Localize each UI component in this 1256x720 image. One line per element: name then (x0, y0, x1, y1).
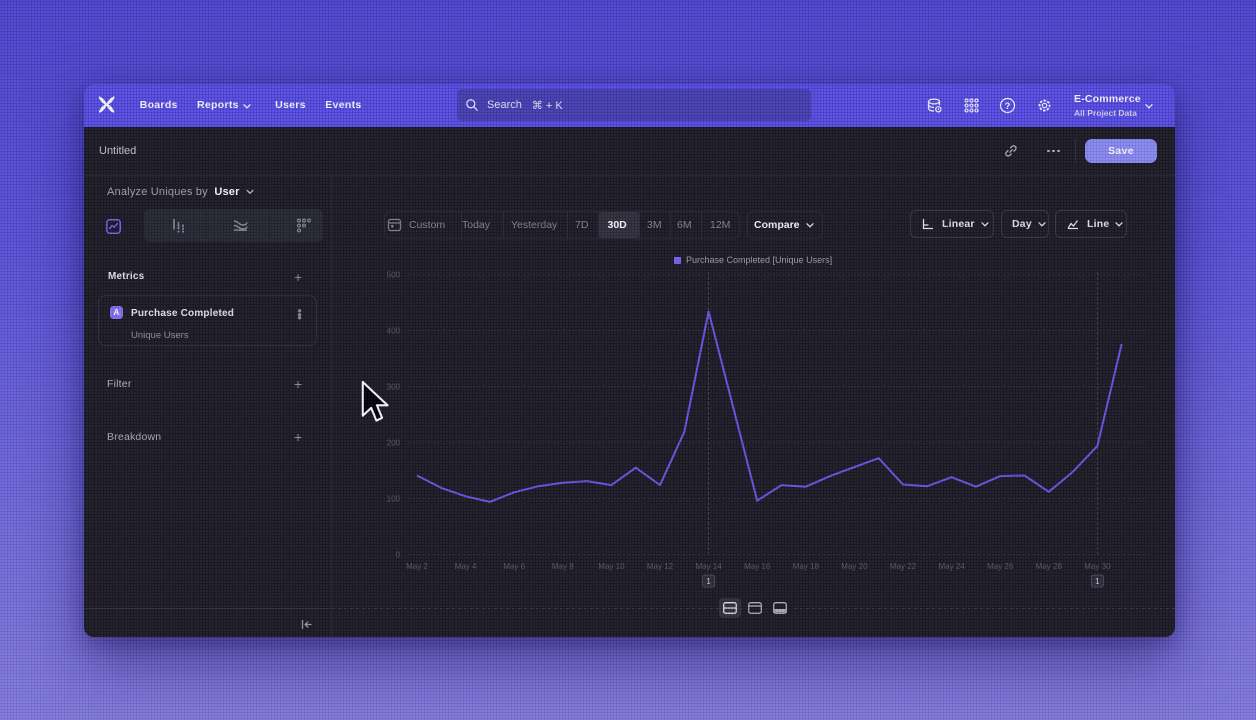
svg-text:May 20: May 20 (841, 562, 868, 571)
svg-text:200: 200 (387, 439, 401, 448)
svg-text:May 8: May 8 (552, 562, 574, 571)
svg-text:May 14: May 14 (695, 562, 722, 571)
svg-text:?: ? (1005, 101, 1011, 112)
svg-text:500: 500 (387, 271, 401, 280)
svg-text:May 12: May 12 (647, 562, 674, 571)
svg-text:May 6: May 6 (503, 562, 525, 571)
svg-text:May 10: May 10 (598, 562, 625, 571)
svg-text:May 2: May 2 (406, 562, 428, 571)
svg-text:100: 100 (387, 495, 401, 504)
svg-text:May 30: May 30 (1084, 562, 1111, 571)
svg-text:May 18: May 18 (793, 562, 820, 571)
svg-text:May 22: May 22 (890, 562, 917, 571)
svg-text:400: 400 (387, 327, 401, 336)
svg-text:May 16: May 16 (744, 562, 771, 571)
svg-text:1: 1 (1095, 577, 1100, 586)
svg-text:May 26: May 26 (987, 562, 1014, 571)
svg-text:May 4: May 4 (455, 562, 477, 571)
svg-text:May 28: May 28 (1036, 562, 1063, 571)
svg-text:0: 0 (396, 551, 401, 560)
svg-text:May 24: May 24 (938, 562, 965, 571)
svg-text:1: 1 (706, 577, 711, 586)
